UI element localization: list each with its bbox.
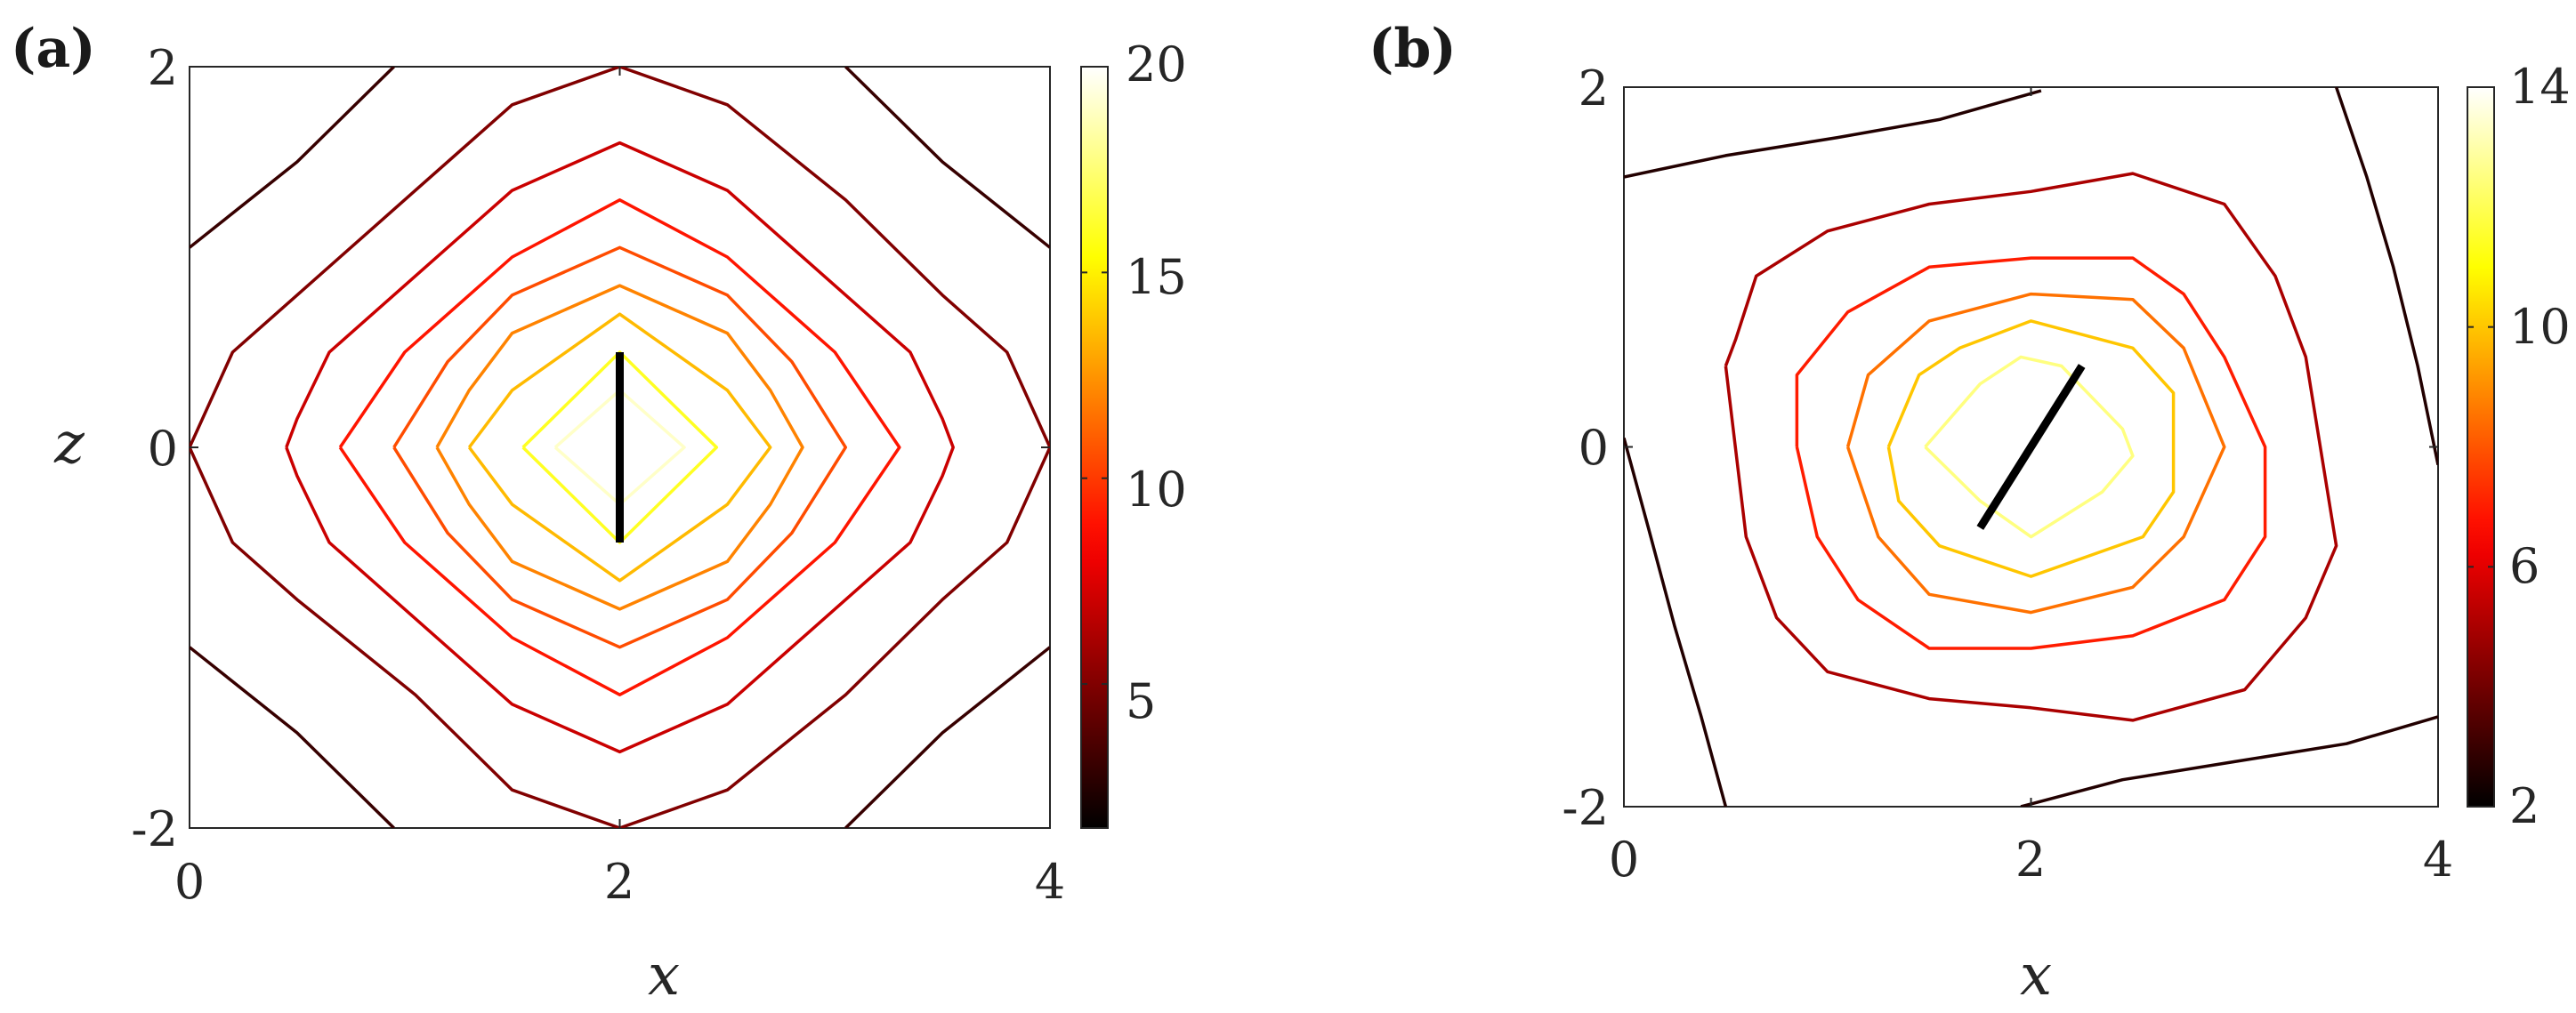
- panel-a-contour-level-1-path-0: [190, 67, 1050, 828]
- panel-a-ytick-mid: 0: [148, 421, 178, 477]
- panel-b-contour-level-0-path-2: [1624, 437, 1728, 807]
- panel-a-colorbar-label-15: 15: [1126, 249, 1187, 305]
- panel-a-contours: [190, 67, 1050, 828]
- panel-a-contour-level-6-path-0: [467, 312, 772, 583]
- panel-b-colorbar: [2467, 86, 2495, 808]
- panel-a-contour-level-8-path-0: [553, 389, 686, 506]
- panel-b-contour-level-3-path-0: [1845, 292, 2226, 615]
- panel-b-contours: [1624, 87, 2438, 807]
- panel-b-ticks: [1623, 86, 2439, 808]
- panel-b-colorbar-label-14: 14: [2509, 59, 2571, 115]
- panel-a-xtick-left: 0: [174, 854, 205, 910]
- panel-b-colorbar-label-6: 6: [2509, 538, 2540, 594]
- panel-b-contour-level-4-path-0: [1886, 319, 2176, 578]
- panel-b-ytick-bottom: -2: [1562, 780, 1609, 836]
- panel-a-colorbar-label-10: 10: [1126, 462, 1187, 518]
- panel-b-xlabel: x: [2020, 943, 2052, 1009]
- panel-a: (a) 2 0 -2 0 2 4 x z 20 15 10 5: [11, 18, 1187, 1009]
- panel-a-contour-level-0-path-2: [190, 646, 395, 828]
- panel-a-ytick-bottom: -2: [131, 801, 178, 857]
- panel-a-contour-level-4-path-0: [392, 245, 848, 649]
- panel-a-colorbar-label-20: 20: [1126, 36, 1187, 92]
- panel-a-ytick-top: 2: [148, 40, 178, 96]
- panel-a-xtick-right: 4: [1035, 854, 1065, 910]
- panel-b-contour-level-5-path-0: [1924, 355, 2135, 539]
- panel-b-contour-level-0-path-0: [1624, 89, 2042, 179]
- panel-b-segment-layer: [1976, 364, 2086, 530]
- panel-b-ytick-mid: 0: [1579, 420, 1609, 476]
- panel-a-xtick-mid: 2: [604, 854, 634, 910]
- panel-b-contour-level-0-path-3: [2020, 715, 2438, 807]
- panel-b-contour-level-0-path-1: [2334, 87, 2438, 466]
- panel-a-contour-level-2-path-0: [285, 141, 955, 754]
- panel-a-colorbar-ticks: [1081, 66, 1108, 686]
- panel-b-xtick-right: 4: [2423, 832, 2453, 888]
- panel-a-ylabel: z: [53, 411, 85, 477]
- panel-a-ticks: [189, 66, 1051, 829]
- panel-b-segment: [1976, 364, 2086, 530]
- panel-b-colorbar-label-2: 2: [2509, 778, 2540, 834]
- panel-a-contour-level-0-path-3: [844, 646, 1050, 828]
- panel-a-contour-level-0-path-0: [190, 67, 395, 249]
- panel-a-contour-level-0-path-1: [844, 67, 1050, 249]
- panel-a-contour-level-7-path-0: [521, 350, 719, 544]
- panel-b-colorbar-ticks: [2467, 86, 2494, 808]
- panel-b-contour-level-2-path-0: [1795, 256, 2267, 650]
- panel-a-label: (a): [11, 18, 96, 80]
- panel-a-contour-level-5-path-0: [435, 284, 804, 611]
- panel-b: (b) 2 0 -2 0 2 4 x 14 10 6 2: [1369, 18, 2571, 1009]
- panel-b-colorbar-label-10: 10: [2509, 299, 2571, 355]
- panel-a-colorbar: [1080, 66, 1109, 829]
- panel-b-xtick-left: 0: [1609, 832, 1639, 888]
- panel-b-label: (b): [1369, 18, 1457, 80]
- panel-b-contour-level-1-path-0: [1724, 172, 2338, 722]
- panel-b-xtick-mid: 2: [2015, 832, 2046, 888]
- panel-b-ytick-top: 2: [1579, 60, 1609, 117]
- panel-a-xlabel: x: [648, 943, 680, 1009]
- panel-a-contour-level-3-path-0: [338, 198, 901, 696]
- panel-a-colorbar-label-5: 5: [1126, 673, 1156, 729]
